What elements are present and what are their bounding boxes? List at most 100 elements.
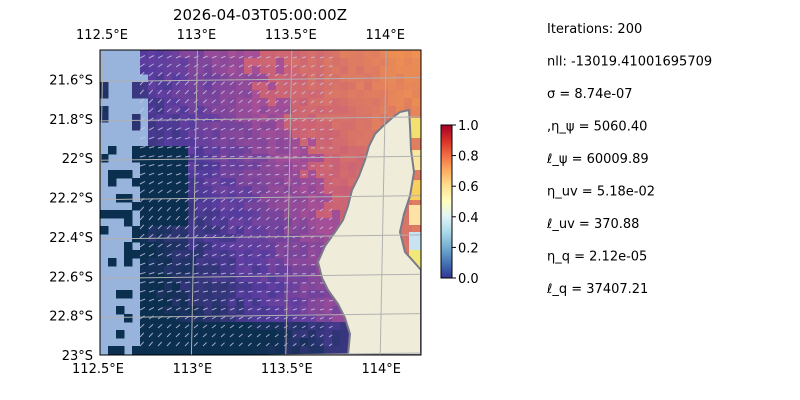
velocity-arrow <box>283 82 288 86</box>
velocity-arrow <box>220 253 226 257</box>
velocity-arrow <box>274 199 279 203</box>
heatmap-cell <box>244 122 253 131</box>
y-tick-labels: 21.6°S21.8°S22°S22.2°S22.4°S22.6°S22.8°S… <box>49 74 93 364</box>
heatmap-cell <box>204 58 213 67</box>
heatmap-cell <box>340 106 349 115</box>
velocity-arrow <box>319 100 324 104</box>
heatmap-cell <box>148 122 157 131</box>
heatmap-cell <box>212 146 221 155</box>
heatmap-cell <box>316 170 325 179</box>
x-tick-label-top: 113°E <box>177 28 217 43</box>
velocity-arrow <box>202 253 208 257</box>
velocity-arrow <box>202 137 208 140</box>
heatmap-cell <box>228 282 237 291</box>
velocity-arrow <box>139 332 145 338</box>
heatmap-cell <box>204 98 213 107</box>
heatmap-cell <box>204 282 213 291</box>
heatmap-cell <box>348 90 357 99</box>
velocity-arrow <box>175 155 182 158</box>
heatmap-cell <box>292 258 301 267</box>
heatmap-cell <box>156 122 165 131</box>
heatmap-cell <box>252 314 261 323</box>
map-gridlines <box>100 50 421 355</box>
heatmap-cell <box>140 322 149 331</box>
velocity-arrow <box>175 181 182 185</box>
info-line: η_q = 2.12e-05 <box>547 250 647 265</box>
gridline-parallel <box>100 195 421 201</box>
velocity-arrow <box>184 341 190 347</box>
heatmap-cell <box>188 74 197 83</box>
heatmap-cell <box>196 146 205 155</box>
velocity-arrow <box>238 333 243 338</box>
velocity-arrow <box>148 215 154 221</box>
heatmap-cell <box>196 226 205 235</box>
heatmap-cell <box>172 250 181 259</box>
heatmap-cell <box>276 178 285 187</box>
heatmap-cell <box>268 138 277 147</box>
velocity-arrow <box>220 146 226 149</box>
velocity-arrow <box>211 108 217 113</box>
heatmap-cell <box>332 122 341 131</box>
velocity-arrow <box>292 226 297 230</box>
heatmap-cell <box>332 346 341 355</box>
heatmap-cell <box>228 114 237 123</box>
velocity-arrow <box>220 307 226 311</box>
heatmap-cell <box>388 58 397 67</box>
heatmap-cell <box>228 162 237 171</box>
heatmap-cell <box>308 226 317 235</box>
velocity-arrow <box>202 72 208 77</box>
heatmap-cell <box>324 202 333 211</box>
heatmap-cell <box>276 322 285 331</box>
velocity-arrow <box>184 307 190 311</box>
heatmap-cell <box>236 226 245 235</box>
velocity-arrow <box>238 244 244 248</box>
velocity-arrow <box>256 99 261 104</box>
heatmap-cell <box>196 330 205 339</box>
heatmap-cell <box>324 66 333 75</box>
velocity-arrow <box>202 290 209 293</box>
velocity-arrow <box>283 90 288 95</box>
heatmap-cell <box>324 330 333 339</box>
heatmap-cell <box>148 138 157 147</box>
heatmap-cell <box>268 298 277 307</box>
heatmap-cell <box>268 178 277 187</box>
velocity-arrow <box>283 208 288 212</box>
heatmap-cell <box>260 146 269 155</box>
heatmap-cell <box>260 226 269 235</box>
gridline-meridian <box>379 50 387 355</box>
velocity-arrow <box>157 146 164 149</box>
heatmap-cell <box>308 178 317 187</box>
heatmap-cell <box>372 114 381 123</box>
heatmap-cell <box>180 290 189 299</box>
heatmap-cell <box>148 90 157 99</box>
heatmap-cell <box>220 242 229 251</box>
heatmap-cell <box>180 282 189 291</box>
heatmap-cell <box>156 66 165 75</box>
heatmap-cell <box>220 106 229 115</box>
heatmap-cell <box>148 242 157 251</box>
velocity-arrow <box>292 199 297 203</box>
heatmap-cell <box>204 258 213 267</box>
velocity-arrow <box>193 243 199 248</box>
velocity-arrow <box>265 225 270 230</box>
heatmap-cell <box>196 138 205 147</box>
velocity-arrow <box>319 191 324 194</box>
velocity-arrow <box>310 334 315 338</box>
heatmap-cell <box>260 138 269 147</box>
heatmap-cell <box>196 130 205 139</box>
heatmap-cell <box>260 58 269 67</box>
map-plot-area <box>100 50 421 355</box>
heatmap-cell <box>316 50 325 59</box>
heatmap-cell <box>316 346 325 355</box>
heatmap-cell <box>196 114 205 123</box>
heatmap-cell <box>180 210 189 219</box>
heatmap-cell <box>252 74 261 83</box>
velocity-arrow <box>175 243 181 248</box>
heatmap-cell <box>300 226 309 235</box>
velocity-arrow <box>229 198 235 203</box>
velocity-arrow <box>220 299 226 302</box>
velocity-arrow <box>211 173 217 176</box>
heatmap-cell <box>140 162 149 171</box>
velocity-arrow <box>328 100 333 104</box>
heatmap-cell <box>300 98 309 107</box>
